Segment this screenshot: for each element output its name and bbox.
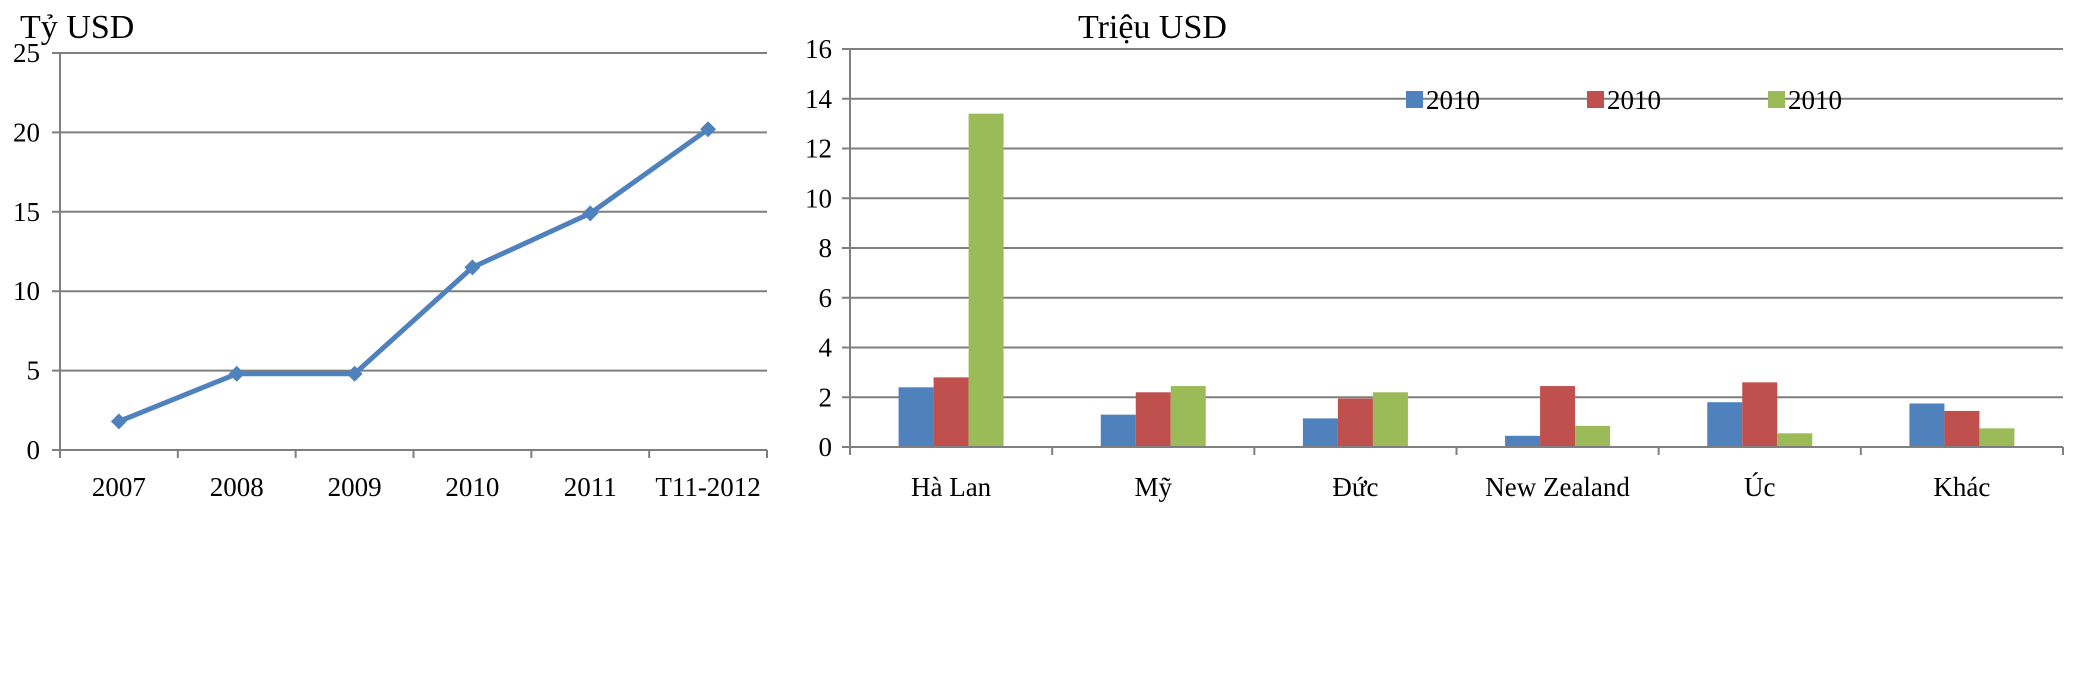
line-chart-x-tick-label: 2008 xyxy=(210,472,264,502)
line-chart-series xyxy=(110,121,717,430)
bar-chart-y-tick-label: 2 xyxy=(819,382,833,412)
line-chart-x-tick-label: 2009 xyxy=(328,472,382,502)
bar-chart-x-tick-labels: Hà Lan Mỹ Đức New Zealand Úc Khác xyxy=(911,472,1990,502)
line-chart-x-tick-label: 2011 xyxy=(564,472,617,502)
bar-chart-y-tick-label: 10 xyxy=(805,183,832,213)
bar-chart-y-tick-label: 8 xyxy=(819,233,833,263)
bar-chart-bar xyxy=(1302,418,1338,447)
bar-chart-y-tick-label: 6 xyxy=(819,283,833,313)
line-chart-data-point xyxy=(110,413,127,430)
bar-chart: Triệu USD 0 2 4 6 8 10 12 14 16 Hà Lan Mỹ Đức New Z… xyxy=(805,9,2064,502)
bar-chart-bar xyxy=(933,377,969,447)
bar-chart-y-tick-label: 0 xyxy=(819,432,833,462)
bar-chart-legend-swatch xyxy=(1406,91,1423,108)
line-chart-series-line xyxy=(117,127,710,424)
bar-chart-bar xyxy=(1742,382,1778,447)
bar-chart-y-tick-label: 14 xyxy=(805,84,833,114)
bar-chart-legend: 2010 2010 2010 xyxy=(1406,85,1842,115)
line-chart-y-tick-label: 20 xyxy=(13,117,40,147)
bar-chart-bar xyxy=(1979,428,2015,447)
bar-chart-gridlines xyxy=(842,48,2063,448)
bar-chart-x-tick-label: Mỹ xyxy=(1134,472,1172,502)
line-chart-data-point xyxy=(346,365,363,382)
line-chart: Tỷ USD 0 5 10 15 20 25 2007 2008 2009 2010 2011 T1… xyxy=(13,9,768,502)
bar-chart-bar xyxy=(1540,386,1576,447)
line-chart-data-point xyxy=(582,205,599,222)
bar-chart-y-tick-label: 4 xyxy=(819,333,833,363)
line-chart-x-tick-label: 2010 xyxy=(445,472,499,502)
line-chart-data-point xyxy=(464,259,481,276)
bar-chart-legend-label: 2010 xyxy=(1426,85,1480,115)
bar-chart-bar xyxy=(1909,403,1945,447)
line-chart-data-point xyxy=(700,121,717,138)
bar-chart-bar xyxy=(1100,414,1136,447)
bar-chart-bar xyxy=(1337,398,1373,447)
line-chart-x-tick-label: 2007 xyxy=(92,472,146,502)
line-chart-y-tick-label: 10 xyxy=(13,276,40,306)
bar-chart-bar xyxy=(1575,425,1611,447)
line-chart-unit-label: Tỷ USD xyxy=(20,9,134,46)
bar-chart-legend-swatch xyxy=(1768,91,1785,108)
bar-chart-bar xyxy=(1372,392,1408,447)
bar-chart-y-tick-labels: 0 2 4 6 8 10 12 14 16 xyxy=(805,34,833,462)
bar-chart-bar xyxy=(1944,410,1980,447)
line-chart-gridlines xyxy=(52,52,767,451)
bar-chart-y-tick-label: 12 xyxy=(805,134,832,164)
bar-chart-x-tick-label: Úc xyxy=(1744,472,1775,502)
bar-chart-legend-swatch xyxy=(1587,91,1604,108)
bar-chart-unit-label: Triệu USD xyxy=(1078,9,1227,46)
line-chart-axes xyxy=(59,53,768,458)
bar-chart-bar xyxy=(1777,433,1813,447)
line-chart-y-tick-label: 15 xyxy=(13,197,40,227)
bar-chart-bar xyxy=(1135,392,1171,447)
bar-chart-bars xyxy=(898,113,2015,448)
bar-chart-x-tick-label: Hà Lan xyxy=(911,472,992,502)
line-chart-y-tick-label: 0 xyxy=(27,435,41,465)
bar-chart-bar xyxy=(968,113,1004,448)
line-chart-y-tick-labels: 0 5 10 15 20 25 xyxy=(13,38,40,465)
line-chart-y-tick-label: 25 xyxy=(13,38,40,68)
bar-chart-bar xyxy=(1707,402,1743,447)
bar-chart-legend-label: 2010 xyxy=(1788,85,1842,115)
bar-chart-x-tick-label: New Zealand xyxy=(1485,472,1630,502)
bar-chart-bar xyxy=(1170,386,1206,447)
bar-chart-x-tick-label: Khác xyxy=(1933,472,1990,502)
bar-chart-x-tick-label: Đức xyxy=(1332,472,1378,502)
line-chart-x-tick-labels: 2007 2008 2009 2010 2011 T11-2012 xyxy=(92,472,761,502)
bar-chart-legend-label: 2010 xyxy=(1607,85,1661,115)
bar-chart-bar xyxy=(898,387,934,447)
bar-chart-axes xyxy=(849,49,2064,455)
bar-chart-y-tick-label: 16 xyxy=(805,34,832,64)
line-chart-y-tick-label: 5 xyxy=(27,356,41,386)
bar-chart-bar xyxy=(1505,435,1541,447)
line-chart-data-point xyxy=(228,365,245,382)
line-chart-x-tick-label: T11-2012 xyxy=(655,472,760,502)
